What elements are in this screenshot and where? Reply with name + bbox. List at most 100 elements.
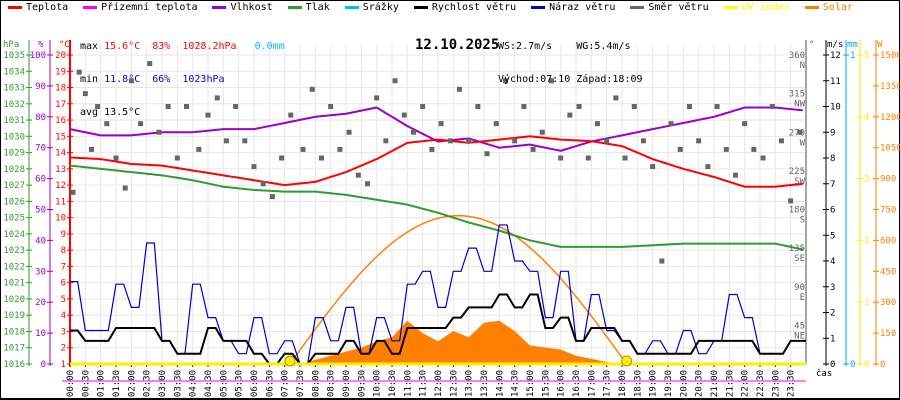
wind-tick-label: 2 — [830, 309, 835, 319]
wind-gust-max: WG:5.4m/s — [576, 41, 631, 52]
wind-direction-point — [328, 104, 334, 109]
humidity-tick-label: 80 — [35, 113, 46, 123]
chart-title: 12.10.2025 — [415, 37, 500, 53]
solar-area — [300, 320, 622, 364]
wind-tick-label: 6 — [830, 206, 835, 216]
wind-direction-point — [705, 164, 711, 170]
wind-direction-point — [585, 155, 591, 161]
wind-direction-point — [778, 138, 784, 144]
humidity-axis-unit: % — [38, 40, 44, 50]
solar-tick-label: 0 — [880, 360, 885, 370]
humidity-tick-label: 30 — [35, 267, 46, 277]
solar-max-line — [289, 214, 625, 365]
legend-label: Srážky — [362, 2, 399, 13]
time-tick-label: 14:30 — [511, 370, 521, 397]
wind-direction-point — [269, 194, 275, 200]
time-tick-label: 18:00 — [618, 370, 628, 397]
wind-direction-point — [760, 155, 766, 161]
legend-label: Přízemní teplota — [101, 2, 198, 13]
direction-compass-label: N — [800, 61, 805, 71]
wind-direction-point — [88, 146, 94, 152]
wind-row: WS:2.7m/s WG:5.4m/s — [498, 41, 643, 52]
min-pressure: 1023hPa — [182, 74, 225, 85]
temperature-line — [69, 135, 804, 188]
wind-tick-label: 1 — [830, 334, 835, 344]
legend-item-rychlost-vetru: Rychlost větru — [413, 2, 516, 13]
direction-tick-label: 45 — [794, 321, 805, 331]
wind-direction-point — [82, 91, 88, 97]
wind-gust-line — [70, 224, 806, 365]
pressure-tick-label: 1024 — [3, 230, 25, 240]
sunset-time: Západ:18:09 — [576, 74, 643, 85]
wind-direction-point — [364, 181, 370, 187]
wind-direction-point — [732, 172, 738, 178]
time-tick-label: 03:30 — [173, 370, 183, 397]
temperature-tick-label: 15 — [55, 132, 66, 142]
pressure-tick-label: 1016 — [3, 360, 25, 370]
time-tick-label: 20:00 — [679, 370, 689, 397]
pressure-tick-label: 1019 — [3, 311, 25, 321]
humidity-tick-label: 20 — [35, 298, 46, 308]
humidity-tick-label: 50 — [35, 206, 46, 216]
stats-avg-row: avg 13.5°C — [80, 107, 285, 118]
time-tick-label: 04:00 — [189, 370, 199, 397]
time-tick-label: 21:00 — [710, 370, 720, 397]
direction-compass-label: E — [800, 293, 805, 303]
wind-direction-point — [475, 104, 481, 109]
legend-swatch — [531, 6, 546, 9]
stats-label: min — [80, 74, 99, 85]
pressure-tick-label: 1022 — [3, 262, 25, 272]
time-tick-label: 02:30 — [143, 370, 153, 397]
time-tick-label: 15:30 — [541, 370, 551, 397]
time-tick-label: 10:30 — [388, 370, 398, 397]
wind-direction-point — [484, 151, 490, 157]
wind-speed-line — [70, 293, 806, 365]
wind-direction-point — [165, 104, 171, 109]
time-tick-label: 01:00 — [97, 370, 107, 397]
sun-row: Východ:07:10 Západ:18:09 — [498, 74, 643, 85]
solar-tick-label: 450 — [880, 267, 896, 277]
time-tick-label: 17:30 — [603, 370, 613, 397]
wind-direction-point — [76, 69, 82, 75]
direction-tick-label: 90 — [794, 283, 805, 293]
wind-direction-point — [113, 155, 119, 161]
uv-tick-label: 4 — [864, 113, 869, 123]
sunrise-time: Východ:07:10 — [498, 74, 571, 85]
wind-direction-point — [769, 104, 775, 109]
temperature-tick-label: 17 — [55, 100, 66, 110]
rain-axis-unit: mm — [847, 40, 858, 50]
pressure-tick-label: 1034 — [3, 67, 25, 77]
time-tick-label: 23:00 — [771, 370, 781, 397]
pressure-tick-label: 1032 — [3, 100, 25, 110]
wind-direction-point — [196, 146, 202, 152]
wind-direction-point — [147, 61, 153, 67]
solar-tick-label: 1350 — [880, 82, 900, 92]
wind-direction-point — [530, 146, 536, 152]
x-axis-label: čas — [816, 368, 832, 379]
wind-tick-label: 0 — [830, 360, 835, 370]
time-tick-label: 20:30 — [695, 370, 705, 397]
wind-direction-point — [251, 164, 257, 170]
wind-tick-label: 3 — [830, 283, 835, 293]
time-tick-label: 00:00 — [66, 370, 76, 397]
uv-tick-label: 2 — [864, 236, 869, 246]
humidity-line — [69, 106, 804, 152]
wind-direction-point — [242, 138, 248, 144]
wind-direction-point — [138, 121, 144, 127]
wind-tick-label: 4 — [830, 257, 835, 267]
direction-compass-label: S — [800, 216, 805, 226]
time-tick-label: 15:00 — [526, 370, 536, 397]
direction-compass-label: SW — [794, 177, 805, 187]
humidity-tick-label: 10 — [35, 329, 46, 339]
solar-tick-label: 750 — [880, 206, 896, 216]
legend-label: Tlak — [305, 2, 330, 13]
time-tick-label: 01:30 — [112, 370, 122, 397]
solar-tick-label: 150 — [880, 329, 896, 339]
wind-direction-point — [788, 198, 794, 204]
time-tick-label: 16:00 — [557, 370, 567, 397]
legend: Teplota Přízemní teplota Vlhkost Tlak Sr… — [8, 2, 853, 13]
temperature-tick-label: 10 — [55, 214, 66, 224]
temperature-tick-label: 2 — [61, 344, 66, 354]
time-tick-label: 22:30 — [756, 370, 766, 397]
wind-direction-point — [279, 155, 285, 161]
